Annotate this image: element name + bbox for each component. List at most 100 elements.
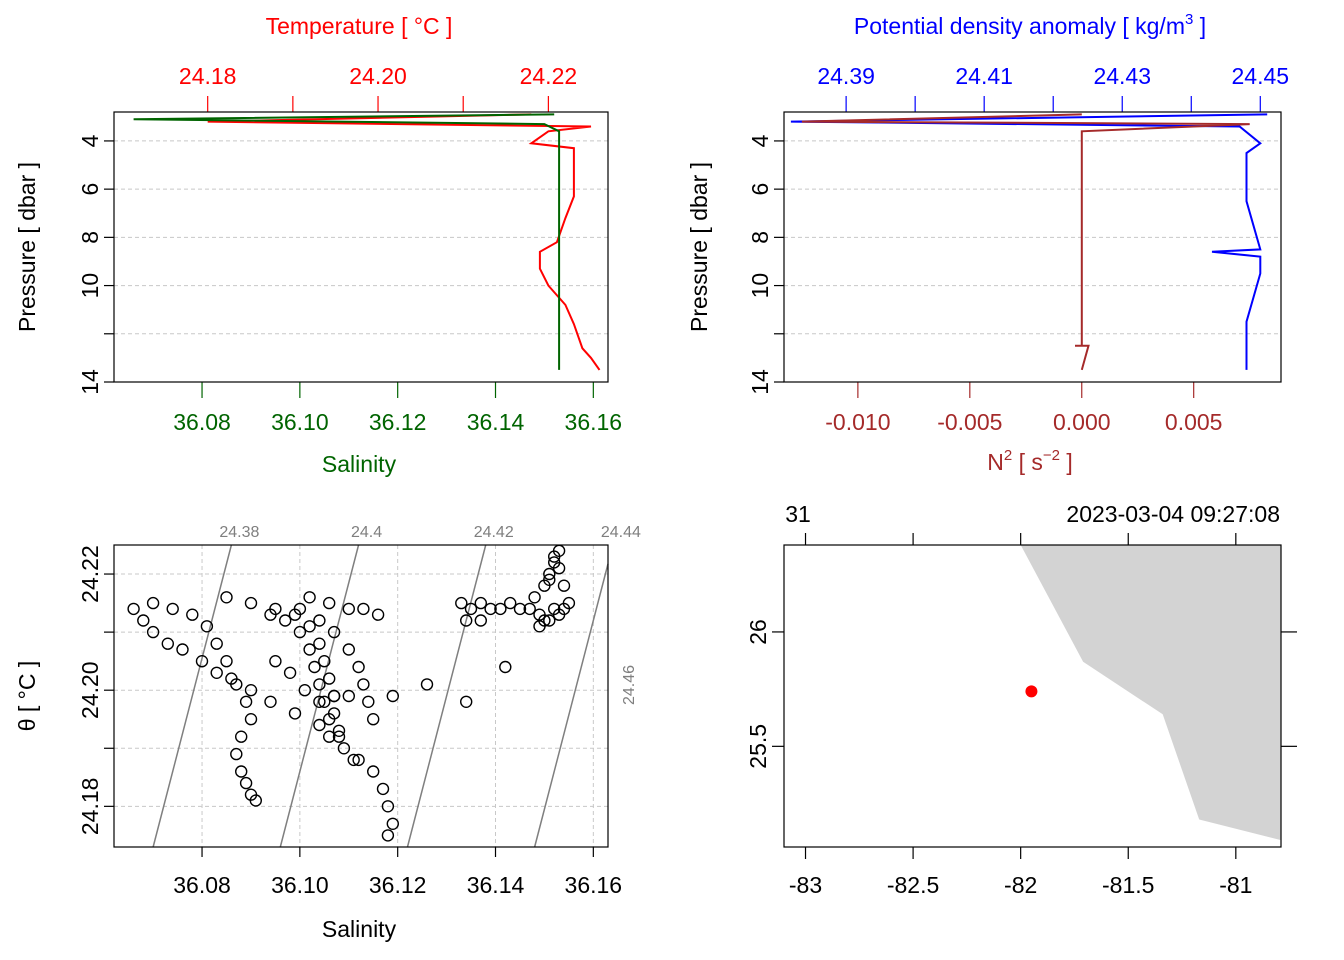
salinity-axis-title: Salinity bbox=[322, 451, 397, 477]
data-point bbox=[420, 678, 434, 691]
longitude-tick-label: -82 bbox=[1004, 872, 1037, 898]
pressure-axis-left-2: 4 6 8 10 14 bbox=[747, 134, 784, 395]
data-point bbox=[543, 614, 556, 627]
data-point bbox=[499, 660, 512, 674]
data-point bbox=[244, 713, 258, 726]
data-point bbox=[186, 608, 199, 621]
isopycnal-label: 24.38 bbox=[219, 524, 259, 541]
n2-tick-label: 0.000 bbox=[1053, 409, 1111, 435]
data-point bbox=[137, 614, 150, 627]
data-point bbox=[313, 678, 326, 691]
data-point bbox=[494, 602, 507, 616]
isopycnal-line bbox=[533, 563, 609, 848]
data-point bbox=[288, 707, 302, 720]
data-point bbox=[352, 753, 365, 767]
data-point bbox=[455, 596, 468, 610]
data-point bbox=[210, 637, 223, 650]
n2-tick-label: -0.010 bbox=[825, 409, 890, 435]
longitude-tick-label: -82.5 bbox=[887, 872, 939, 898]
data-point bbox=[298, 684, 311, 697]
temperature-tick-label: 24.20 bbox=[349, 63, 407, 89]
pressure-tick-label: 10 bbox=[77, 273, 103, 299]
isopycnal-label: 24.42 bbox=[474, 524, 514, 541]
data-point bbox=[342, 643, 355, 656]
data-point bbox=[357, 678, 370, 691]
data-point bbox=[279, 614, 292, 627]
data-point bbox=[313, 614, 326, 627]
isopycnal-label: 24.44 bbox=[601, 524, 641, 541]
data-point bbox=[244, 684, 258, 697]
isopycnal-line bbox=[152, 544, 233, 848]
data-point bbox=[220, 591, 233, 604]
latitude-tick-label: 25.5 bbox=[745, 724, 771, 769]
ts-salinity-tick-label: 36.12 bbox=[369, 872, 427, 898]
data-point bbox=[318, 695, 331, 708]
data-point bbox=[464, 602, 478, 616]
data-point bbox=[264, 695, 277, 708]
plot-frame-2 bbox=[783, 111, 1282, 383]
salinity-tick-label: 36.14 bbox=[467, 409, 525, 435]
latitude-axis: 26 25.5 bbox=[745, 619, 784, 769]
data-point bbox=[474, 596, 487, 610]
data-point bbox=[381, 800, 395, 813]
data-point bbox=[332, 730, 346, 743]
salinity-tick-label: 36.08 bbox=[173, 409, 231, 435]
data-point bbox=[548, 602, 561, 616]
series-n2 bbox=[801, 113, 1250, 371]
plot-frame bbox=[113, 111, 609, 383]
density-axis-title-end: ] bbox=[1193, 13, 1206, 39]
data-point bbox=[161, 637, 175, 650]
data-point bbox=[342, 602, 355, 616]
n2-title-mid: [ s bbox=[1012, 449, 1043, 475]
data-point bbox=[347, 753, 360, 767]
data-point bbox=[332, 724, 346, 737]
data-point bbox=[249, 794, 263, 807]
ts-points bbox=[127, 544, 576, 842]
panel-ts-profile: Temperature [ °C ] 24.18 24.20 24.22 36.08… bbox=[14, 13, 622, 477]
data-point bbox=[293, 602, 307, 616]
data-point bbox=[146, 625, 160, 639]
land-polygon bbox=[1020, 545, 1281, 841]
data-point bbox=[303, 620, 316, 633]
plot-frame-3 bbox=[113, 544, 609, 848]
density-tick-label: 24.43 bbox=[1093, 63, 1151, 89]
pressure-tick-label: 4 bbox=[77, 134, 103, 147]
density-tick-label: 24.41 bbox=[955, 63, 1013, 89]
n2-axis: -0.010 -0.005 0.000 0.005 bbox=[825, 382, 1222, 435]
data-point bbox=[557, 579, 571, 592]
data-point bbox=[323, 596, 336, 610]
pressure-axis-left: 4 6 8 10 14 bbox=[77, 134, 114, 395]
isopycnal-label: 24.46 bbox=[621, 665, 638, 705]
ts-salinity-tick-label: 36.10 bbox=[271, 872, 329, 898]
salinity-tick-label: 36.10 bbox=[271, 409, 329, 435]
map-top-label-right: 2023-03-04 09:27:08 bbox=[1066, 501, 1280, 527]
n2-tick-label: -0.005 bbox=[937, 409, 1002, 435]
data-point bbox=[127, 602, 140, 616]
ts-salinity-axis: 36.08 36.10 36.12 36.14 36.16 bbox=[173, 847, 622, 898]
profile-series bbox=[133, 113, 601, 371]
salinity-axis: 36.08 36.10 36.12 36.14 36.16 bbox=[173, 382, 622, 435]
ts-gridlines bbox=[114, 545, 608, 847]
panel-density-profile: Potential density anomaly [ kg/m3 ] 24.3… bbox=[686, 11, 1289, 475]
pressure-tick-label: 4 bbox=[747, 134, 773, 147]
data-point bbox=[342, 689, 355, 703]
longitude-tick-label: -83 bbox=[789, 872, 822, 898]
data-point bbox=[220, 655, 233, 668]
data-point bbox=[357, 602, 370, 616]
data-point bbox=[176, 643, 189, 656]
data-point bbox=[323, 672, 336, 685]
n2-title-end: ] bbox=[1060, 449, 1073, 475]
data-point bbox=[528, 591, 541, 604]
ts-theta-tick-label: 24.22 bbox=[77, 545, 103, 603]
data-point bbox=[269, 655, 282, 668]
density-axis-title-main: Potential density anomaly [ kg/m bbox=[854, 13, 1185, 39]
data-point bbox=[166, 602, 179, 616]
ts-theta-axis: 24.18 24.20 24.22 bbox=[77, 545, 114, 835]
data-point bbox=[239, 776, 253, 790]
map-top-label-left: 31 bbox=[785, 501, 811, 527]
salinity-tick-label: 36.12 bbox=[369, 409, 427, 435]
longitude-axis: -83 -82.5 -82 -81.5 -81 bbox=[789, 847, 1252, 898]
series-salinity bbox=[133, 113, 561, 370]
data-point bbox=[460, 695, 473, 708]
